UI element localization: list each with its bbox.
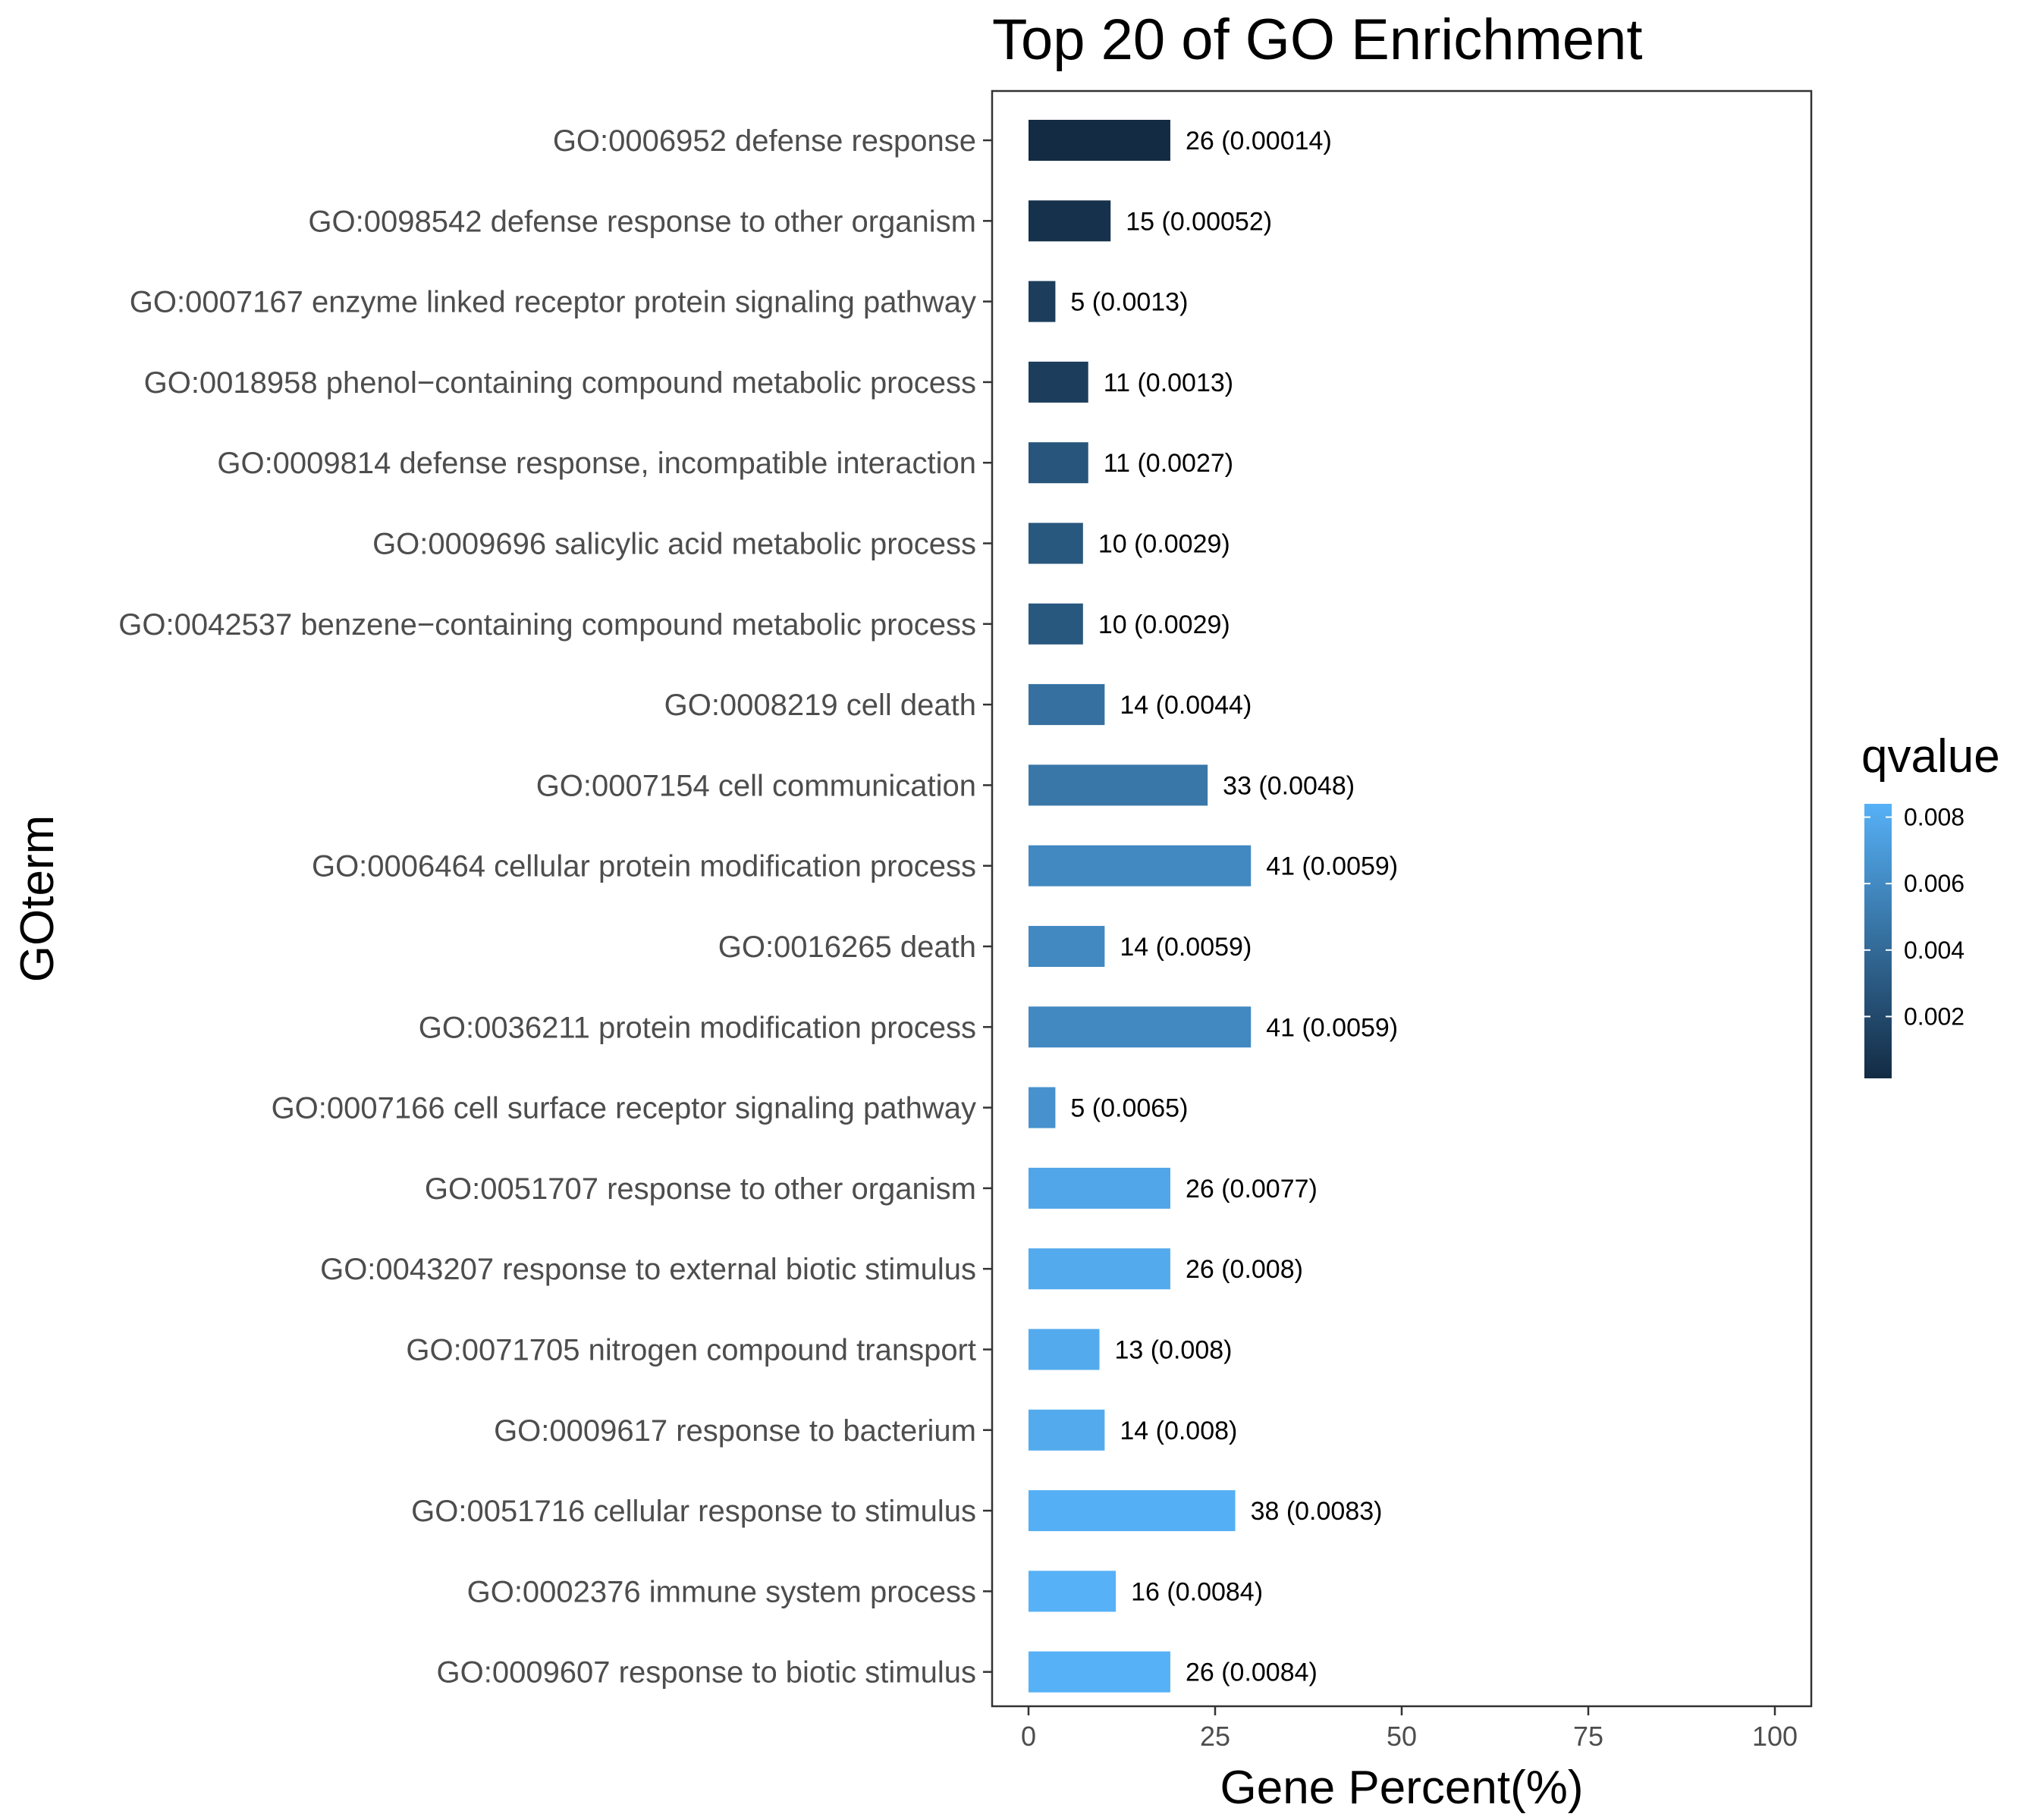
bar xyxy=(1029,1248,1170,1290)
y-tick-label: GO:0002376 immune system process xyxy=(467,1575,976,1608)
bar xyxy=(1029,1167,1170,1209)
y-tick-label: GO:0036211 protein modification process xyxy=(419,1011,976,1044)
bar xyxy=(1029,281,1056,322)
x-tick-label: 0 xyxy=(1021,1721,1036,1752)
bar-value-label: 11 (0.0027) xyxy=(1104,449,1233,478)
bar-value-label: 10 (0.0029) xyxy=(1098,610,1230,639)
bar-value-label: 5 (0.0013) xyxy=(1070,288,1188,317)
y-tick-label: GO:0018958 phenol−containing compound me… xyxy=(144,366,976,400)
y-tick-label: GO:0006464 cellular protein modification… xyxy=(312,850,976,883)
bar xyxy=(1029,1490,1236,1532)
bar-value-label: 26 (0.008) xyxy=(1186,1255,1303,1284)
bar xyxy=(1029,684,1105,726)
bar-value-label: 5 (0.0065) xyxy=(1070,1094,1188,1123)
y-axis-title: GOterm xyxy=(11,815,64,982)
bar-group xyxy=(1029,120,1252,1693)
x-axis: 0 25 50 75 100 xyxy=(1021,1706,1798,1752)
y-tick-label: GO:0009814 defense response, incompatibl… xyxy=(217,447,976,480)
y-tick-label: GO:0007167 enzyme linked receptor protei… xyxy=(130,286,976,319)
y-tick-label: GO:0016265 death xyxy=(718,930,976,964)
bar xyxy=(1029,1329,1100,1370)
y-tick-label: GO:0098542 defense response to other org… xyxy=(308,205,976,238)
y-tick-label: GO:0008219 cell death xyxy=(664,689,976,722)
bar-value-label: 15 (0.00052) xyxy=(1126,207,1272,236)
bar-value-label: 41 (0.0059) xyxy=(1266,852,1398,881)
bar xyxy=(1029,200,1111,242)
legend-tick-label: 0.004 xyxy=(1904,937,1964,964)
y-tick-label: GO:0009607 response to biotic stimulus xyxy=(436,1656,976,1690)
bar xyxy=(1029,522,1083,564)
y-tick-label: GO:0009696 salicylic acid metabolic proc… xyxy=(372,528,976,561)
y-tick-label: GO:0009617 response to bacterium xyxy=(494,1414,976,1448)
bar-value-label: 14 (0.0059) xyxy=(1120,933,1252,962)
bar-value-label: 26 (0.0084) xyxy=(1186,1658,1318,1687)
legend-tick-label: 0.006 xyxy=(1904,870,1964,897)
bar xyxy=(1029,120,1170,161)
x-axis-title: Gene Percent(%) xyxy=(1220,1762,1584,1814)
legend-tick-label: 0.008 xyxy=(1904,804,1964,831)
bar-label-group: 26 (0.00014) 15 (0.00052) 5 (0.0013) 11 (0.… xyxy=(1070,127,1398,1687)
bar-value-label: 14 (0.0044) xyxy=(1120,691,1252,720)
color-legend: qvalue 0.002 0.004 0.006 0.008 xyxy=(1861,730,2000,1078)
y-tick-label: GO:0051707 response to other organism xyxy=(425,1172,976,1206)
bar-value-label: 41 (0.0059) xyxy=(1266,1013,1398,1042)
legend-title: qvalue xyxy=(1861,730,2000,783)
bar-value-label: 10 (0.0029) xyxy=(1098,530,1230,559)
bar-value-label: 26 (0.00014) xyxy=(1186,127,1332,155)
bar-value-label: 26 (0.0077) xyxy=(1186,1175,1318,1203)
bar xyxy=(1029,1571,1117,1612)
x-tick-label: 75 xyxy=(1573,1721,1603,1752)
y-tick-label: GO:0043207 response to external biotic s… xyxy=(320,1253,976,1286)
bar-value-label: 11 (0.0013) xyxy=(1104,369,1233,397)
y-tick-label: GO:0071705 nitrogen compound transport xyxy=(406,1334,976,1367)
bar xyxy=(1029,361,1088,403)
bar xyxy=(1029,1409,1105,1451)
plot-panel xyxy=(991,89,1813,1708)
bar xyxy=(1029,603,1083,645)
y-tick-label: GO:0006952 defense response xyxy=(553,124,976,158)
bar xyxy=(1029,845,1252,886)
y-tick-label: GO:0051716 cellular response to stimulus xyxy=(411,1495,976,1528)
x-tick-label: 25 xyxy=(1200,1721,1230,1752)
bar xyxy=(1029,1087,1056,1128)
y-axis: GO:0006952 defense response GO:0098542 de… xyxy=(118,124,992,1690)
y-tick-label: GO:0007166 cell surface receptor signali… xyxy=(272,1092,976,1125)
bar-value-label: 33 (0.0048) xyxy=(1223,771,1355,800)
bar-value-label: 38 (0.0083) xyxy=(1251,1497,1383,1526)
x-tick-label: 100 xyxy=(1752,1721,1798,1752)
bar xyxy=(1029,1006,1252,1048)
bar xyxy=(1029,764,1208,806)
y-tick-label: GO:0042537 benzene−containing compound m… xyxy=(118,608,976,642)
bar xyxy=(1029,442,1088,484)
chart-title: Top 20 of GO Enrichment xyxy=(992,8,1643,72)
bar-value-label: 13 (0.008) xyxy=(1114,1336,1232,1365)
legend-ticks: 0.002 0.004 0.006 0.008 xyxy=(1864,804,1964,1030)
legend-colorbar xyxy=(1864,804,1892,1078)
bar xyxy=(1029,926,1105,967)
y-tick-label: GO:0007154 cell communication xyxy=(536,769,976,802)
bar-value-label: 16 (0.0084) xyxy=(1131,1577,1263,1606)
legend-tick-label: 0.002 xyxy=(1904,1003,1964,1030)
bar xyxy=(1029,1651,1170,1693)
bar-value-label: 14 (0.008) xyxy=(1120,1417,1237,1445)
x-tick-label: 50 xyxy=(1387,1721,1417,1752)
